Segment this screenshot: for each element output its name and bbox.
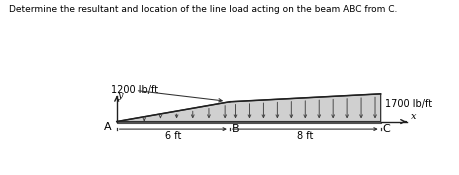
Text: B: B: [231, 124, 239, 134]
Text: y: y: [118, 91, 123, 100]
Text: 1700 lb/ft: 1700 lb/ft: [385, 99, 431, 108]
Text: A: A: [104, 122, 112, 132]
Text: Determine the resultant and location of the line load acting on the beam ABC fro: Determine the resultant and location of …: [9, 5, 397, 14]
Text: 6 ft: 6 ft: [165, 131, 181, 141]
Text: x: x: [410, 112, 415, 121]
Text: 1200 lb/ft: 1200 lb/ft: [111, 85, 158, 95]
Polygon shape: [117, 122, 380, 123]
Text: 8 ft: 8 ft: [297, 131, 313, 141]
Polygon shape: [117, 94, 380, 122]
Text: C: C: [382, 124, 389, 134]
